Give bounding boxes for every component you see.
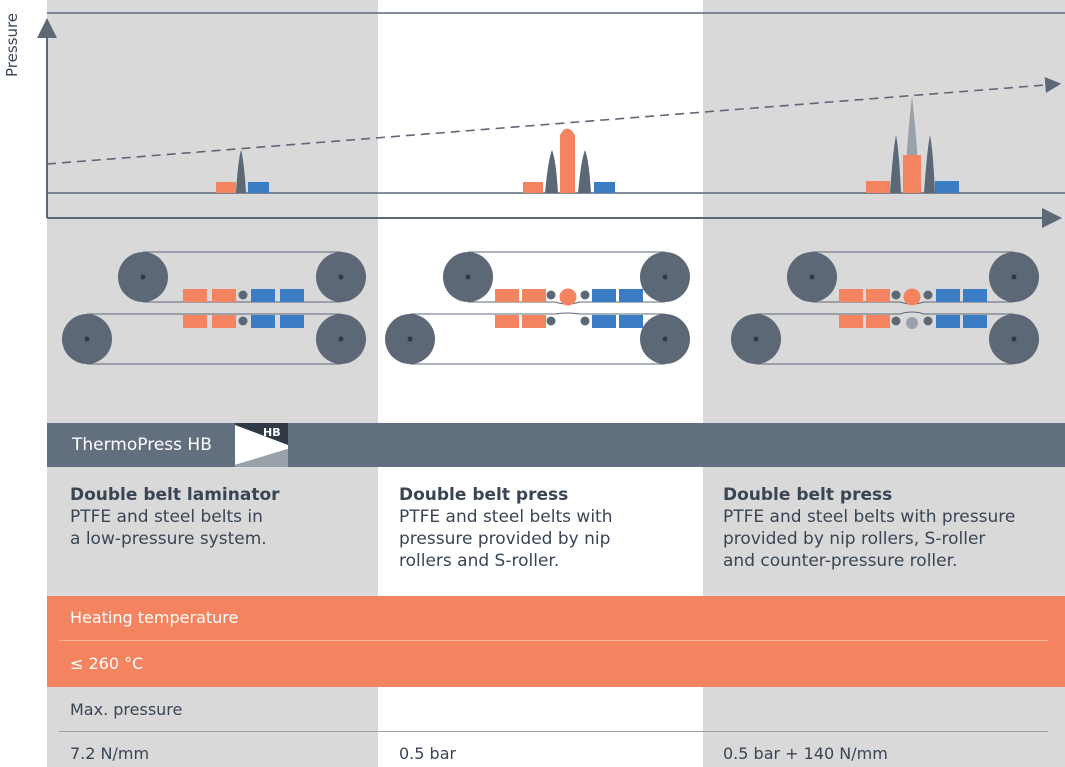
- description-col-3: Double belt press PTFE and steel belts w…: [723, 484, 1015, 572]
- heating-value: ≤ 260 °C: [70, 654, 144, 673]
- machine-desc-line: PTFE and steel belts with pressure: [723, 507, 1016, 527]
- max-pressure-value-1: 7.2 N/mm: [70, 744, 150, 763]
- description-col-1: Double belt laminator PTFE and steel bel…: [70, 484, 280, 550]
- profile-press-2: [866, 96, 959, 193]
- profile-press-1: [523, 128, 615, 193]
- description-col-2: Double belt press PTFE and steel belts w…: [399, 484, 612, 572]
- brand-bar: ThermoPress HB HB: [47, 423, 1065, 467]
- profile-laminator: [216, 150, 269, 193]
- logo-text: HB: [263, 426, 281, 439]
- heating-label: Heating temperature: [70, 608, 239, 627]
- heating-temperature-band: Heating temperature ≤ 260 °C: [47, 596, 1065, 687]
- pressure-divider: [59, 731, 1048, 732]
- machine-title: Double belt laminator: [70, 485, 280, 505]
- hb-logo-icon: HB: [235, 423, 288, 467]
- schematic-press-1: [385, 251, 690, 365]
- pressure-diagram: [37, 12, 1065, 365]
- machine-title: Double belt press: [723, 485, 893, 505]
- machine-desc-line: PTFE and steel belts in: [70, 507, 263, 527]
- machine-desc-line: and counter-pressure roller.: [723, 551, 958, 571]
- machine-desc-line: rollers and S-roller.: [399, 551, 560, 571]
- brand-name: ThermoPress HB: [72, 435, 212, 455]
- machine-desc-line: provided by nip rollers, S-roller: [723, 529, 986, 549]
- machine-title: Double belt press: [399, 485, 569, 505]
- machine-desc-line: a low-pressure system.: [70, 529, 267, 549]
- machine-desc-line: pressure provided by nip: [399, 529, 611, 549]
- pressure-trend-dashed: [46, 77, 1062, 165]
- machine-desc-line: PTFE and steel belts with: [399, 507, 613, 527]
- max-pressure-value-3: 0.5 bar + 140 N/mm: [723, 744, 888, 763]
- schematic-laminator: [62, 251, 366, 365]
- max-pressure-value-2: 0.5 bar: [399, 744, 457, 763]
- max-pressure-label: Max. pressure: [70, 700, 183, 719]
- schematic-press-2: [731, 251, 1039, 365]
- heating-divider: [59, 640, 1048, 641]
